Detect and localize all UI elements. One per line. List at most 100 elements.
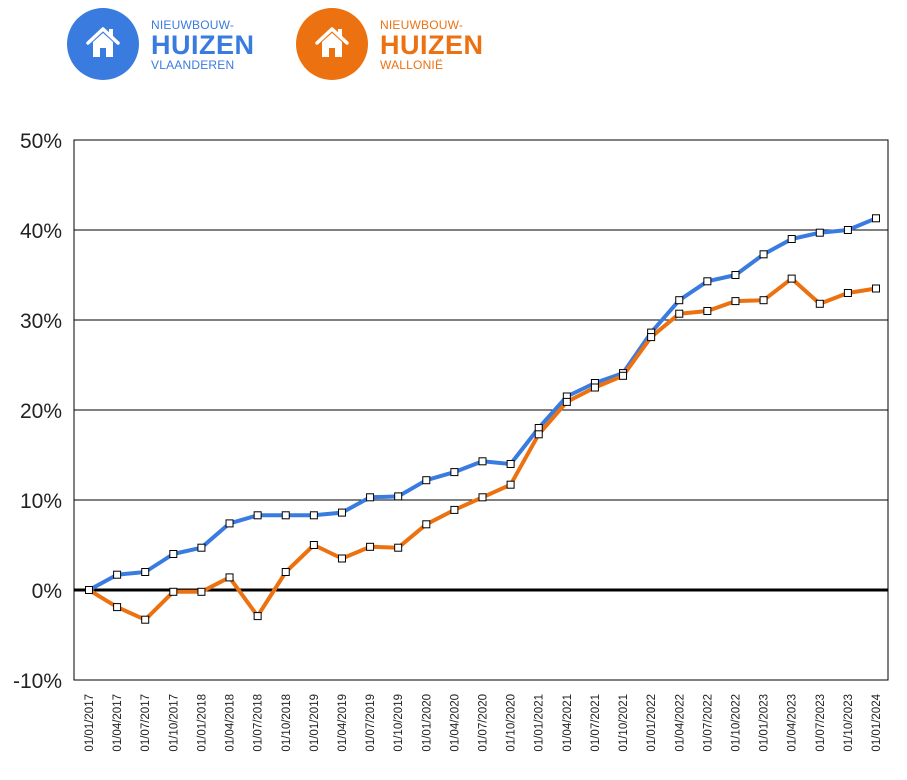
- x-tick-label: 01/10/2022: [730, 694, 742, 752]
- data-point: [253, 612, 262, 621]
- data-point: [337, 508, 346, 517]
- legend-flanders-region: VLAANDEREN: [151, 58, 235, 72]
- data-point: [366, 542, 375, 551]
- x-tick-label: 01/07/2023: [815, 694, 827, 752]
- x-tick-label: 01/04/2019: [337, 694, 349, 752]
- y-tick-label: 30%: [20, 310, 62, 333]
- data-point: [337, 554, 346, 563]
- data-point: [787, 274, 796, 283]
- data-point: [197, 587, 206, 596]
- legend-wallonia-line1: NIEUWBOUW-: [380, 18, 464, 32]
- data-point: [759, 296, 768, 305]
- data-point: [815, 228, 824, 237]
- y-tick-label: 10%: [20, 490, 62, 513]
- x-tick-label: 01/01/2023: [759, 694, 771, 752]
- x-tick-label: 01/10/2019: [393, 694, 405, 752]
- x-tick-label: 01/07/2017: [140, 694, 152, 752]
- series-line-1: [87, 276, 878, 622]
- data-point: [815, 299, 824, 308]
- legend-wallonia-title: HUIZEN: [380, 30, 484, 60]
- data-point: [422, 476, 431, 485]
- legend-wallonia-badge: [296, 8, 368, 80]
- data-point: [703, 277, 712, 286]
- house-icon: [86, 27, 120, 57]
- data-point: [619, 371, 628, 380]
- data-point: [872, 284, 880, 293]
- data-point: [590, 383, 599, 392]
- x-tick-label: 01/07/2022: [702, 694, 714, 752]
- y-tick-label: -10%: [13, 670, 62, 693]
- data-point: [141, 615, 150, 624]
- data-point: [309, 511, 318, 520]
- x-tick-label: 01/07/2018: [253, 694, 265, 752]
- x-tick-label: 01/01/2020: [421, 694, 433, 752]
- data-point: [787, 235, 796, 243]
- x-tick-label: 01/10/2018: [281, 694, 293, 752]
- y-tick-label: 20%: [20, 400, 62, 423]
- data-point: [703, 307, 712, 315]
- data-point: [675, 309, 684, 318]
- y-tick-label: 0%: [32, 580, 62, 603]
- data-point: [169, 587, 178, 596]
- data-point: [534, 430, 543, 439]
- data-point: [281, 511, 290, 520]
- x-tick-label: 01/04/2020: [449, 694, 461, 752]
- x-tick-label: 01/04/2017: [112, 694, 124, 752]
- x-tick-label: 01/10/2020: [506, 694, 518, 752]
- y-tick-label: 40%: [20, 220, 62, 243]
- data-point: [562, 397, 571, 406]
- legend-wallonia-region: WALLONIË: [380, 58, 444, 72]
- house-icon: [315, 27, 349, 57]
- data-point: [113, 603, 122, 612]
- data-point: [141, 568, 150, 576]
- data-point: [450, 468, 459, 477]
- data-point: [478, 493, 487, 502]
- x-tick-label: 01/01/2024: [871, 693, 883, 751]
- data-point: [366, 493, 375, 502]
- x-tick-label: 01/10/2023: [843, 694, 855, 752]
- data-point: [394, 492, 403, 501]
- data-point: [197, 543, 206, 552]
- data-point: [422, 520, 431, 529]
- data-point: [731, 297, 740, 306]
- data-point: [394, 543, 403, 552]
- legend-flanders-line1: NIEUWBOUW-: [151, 18, 235, 32]
- data-point: [225, 573, 234, 582]
- x-tick-label: 01/04/2021: [562, 694, 574, 752]
- x-tick-label: 01/01/2022: [646, 694, 658, 752]
- x-tick-label: 01/10/2021: [618, 694, 630, 752]
- x-tick-label: 01/04/2018: [225, 694, 237, 752]
- data-point: [675, 296, 684, 305]
- x-tick-label: 01/10/2017: [168, 694, 180, 752]
- legend-flanders-badge: [67, 8, 139, 80]
- data-point: [253, 511, 262, 520]
- x-tick-label: 01/01/2021: [534, 694, 546, 752]
- data-point: [169, 550, 178, 558]
- data-point: [843, 226, 852, 234]
- data-point: [85, 586, 93, 594]
- data-point: [225, 519, 234, 528]
- data-point: [731, 271, 740, 279]
- x-tick-label: 01/01/2017: [84, 694, 96, 752]
- x-tick-label: 01/07/2019: [365, 694, 377, 752]
- y-tick-label: 50%: [20, 130, 62, 153]
- series-line-0: [87, 216, 878, 592]
- data-point: [647, 333, 656, 342]
- x-tick-label: 01/07/2021: [590, 694, 602, 752]
- data-point: [478, 457, 487, 466]
- data-point: [450, 505, 459, 514]
- data-point: [506, 480, 515, 489]
- x-tick-label: 01/04/2022: [674, 694, 686, 752]
- x-tick-label: 01/01/2019: [309, 694, 321, 752]
- data-point: [309, 541, 318, 549]
- x-tick-label: 01/07/2020: [478, 694, 490, 752]
- legend-flanders: NIEUWBOUW- HUIZEN VLAANDEREN: [67, 8, 267, 82]
- data-point: [872, 214, 880, 223]
- data-point: [281, 568, 290, 576]
- data-point: [843, 289, 852, 297]
- data-point: [759, 250, 768, 259]
- data-point: [113, 570, 122, 579]
- legend-wallonia: NIEUWBOUW- HUIZEN WALLONIË: [296, 8, 496, 82]
- x-tick-label: 01/04/2023: [787, 694, 799, 752]
